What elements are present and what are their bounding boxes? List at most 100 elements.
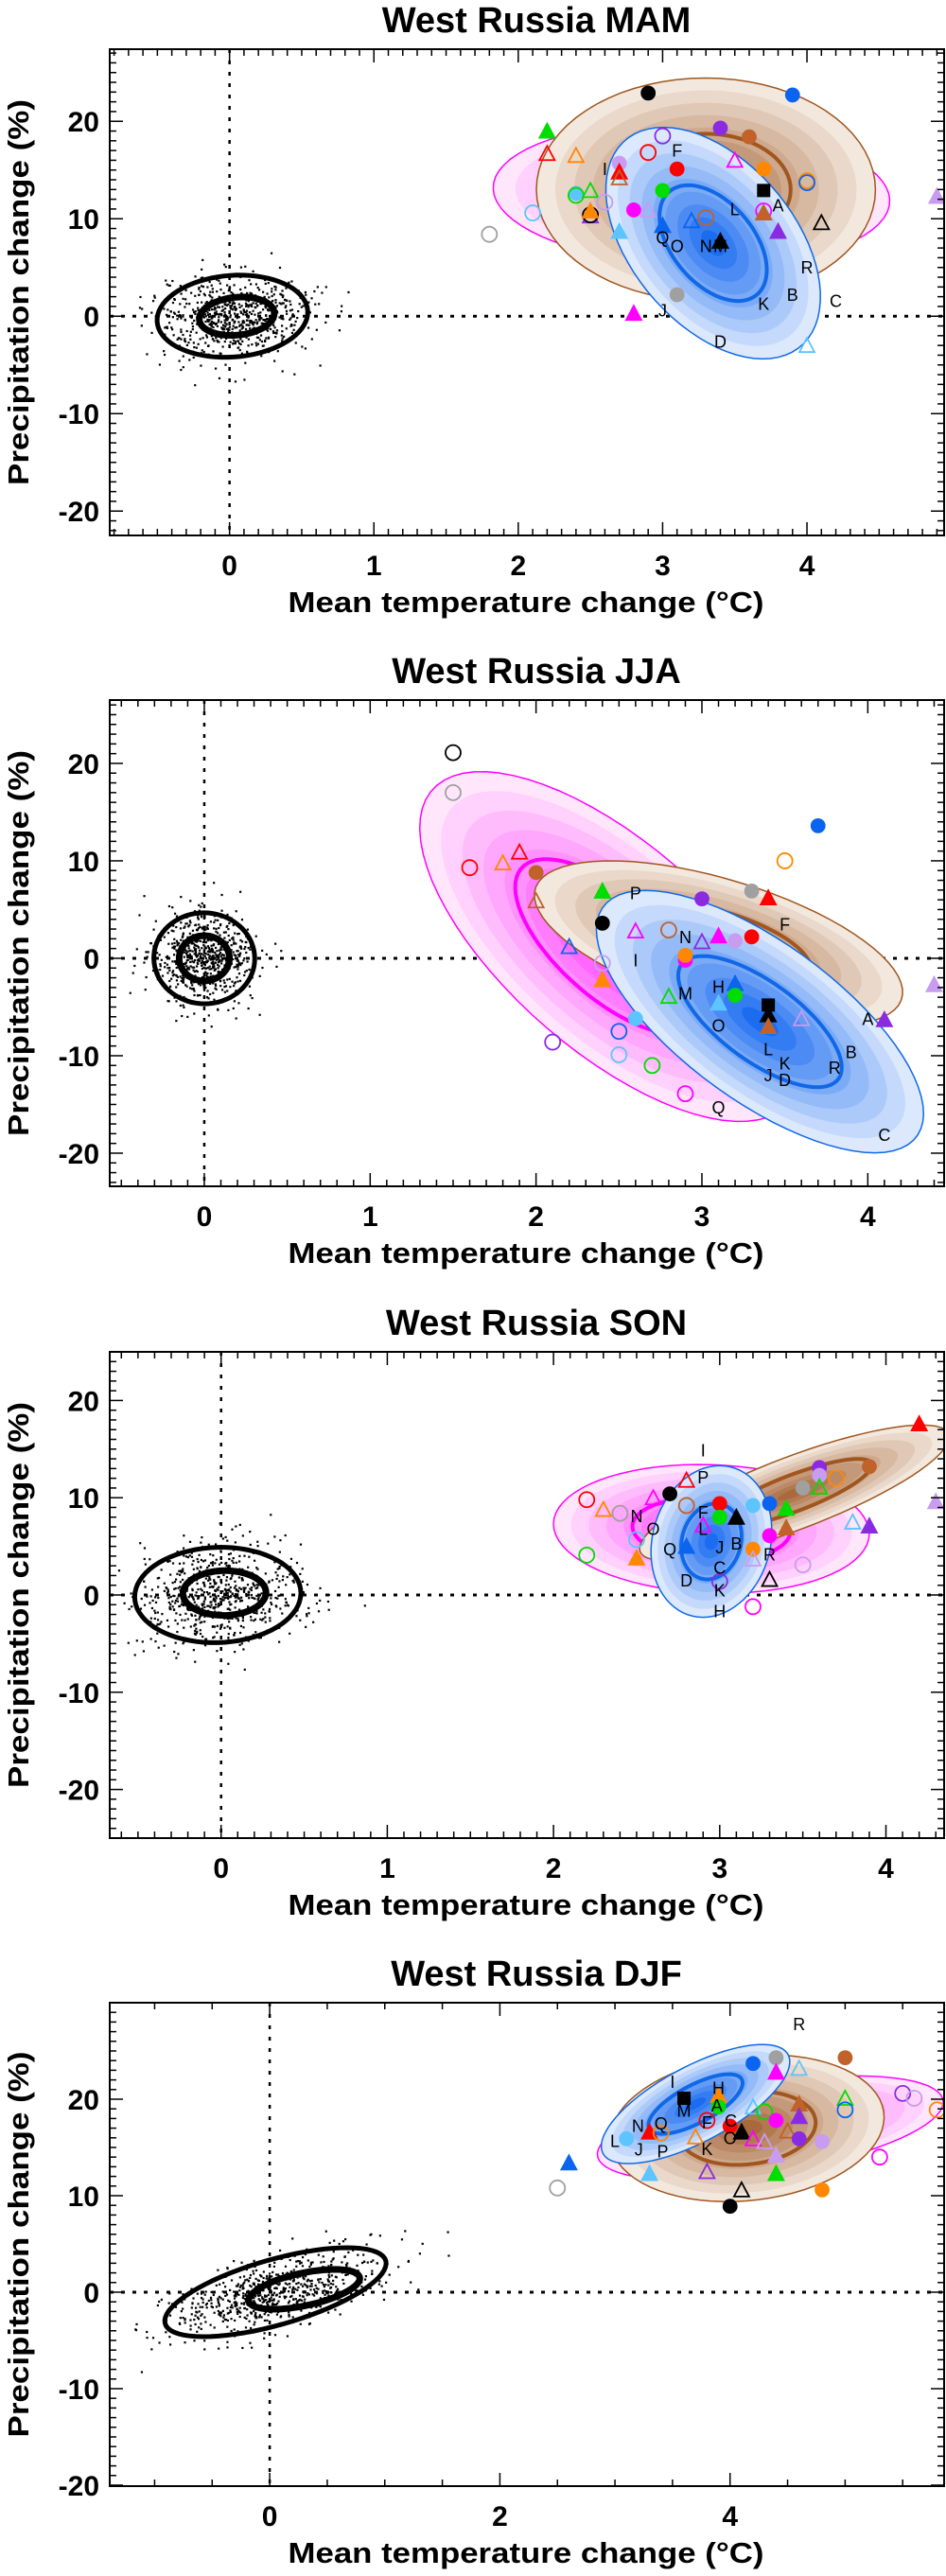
- variability-point: [173, 938, 176, 940]
- variability-point: [238, 979, 242, 982]
- model-letter-label: P: [657, 2142, 669, 2161]
- marker-magenta-co: [870, 2148, 888, 2166]
- y-tick-label: 20: [68, 1386, 99, 1417]
- model-letter-label: N: [700, 237, 712, 256]
- variability-point: [189, 1625, 192, 1628]
- variability-point: [262, 322, 265, 325]
- variability-point: [278, 1551, 281, 1553]
- variability-point: [262, 2276, 265, 2280]
- variability-point: [251, 322, 254, 325]
- variability-point: [204, 953, 207, 955]
- variability-point: [272, 331, 275, 335]
- variability-point: [168, 322, 171, 324]
- variability-point: [243, 971, 247, 973]
- variability-point: [227, 2299, 230, 2302]
- variability-point: [236, 1620, 240, 1622]
- variability-point: [173, 945, 177, 948]
- variability-point: [211, 957, 214, 961]
- variability-point: [253, 1585, 256, 1587]
- y-tick-label: 20: [68, 107, 99, 138]
- variability-point: [191, 308, 195, 311]
- variability-point: [221, 2309, 224, 2312]
- variability-point: [278, 266, 282, 270]
- variability-point: [344, 2263, 348, 2267]
- variability-point: [388, 2273, 391, 2276]
- x-tick-label: 3: [711, 1853, 727, 1884]
- variability-point: [173, 1587, 176, 1590]
- variability-point: [196, 1558, 199, 1561]
- variability-point: [201, 1589, 203, 1592]
- variability-point: [199, 338, 201, 341]
- variability-point: [382, 2298, 386, 2302]
- variability-point: [222, 2316, 225, 2319]
- model-letter-label: Q: [656, 228, 669, 247]
- variability-point: [410, 2281, 412, 2284]
- variability-point: [199, 955, 202, 957]
- marker-green-tf: [537, 121, 556, 139]
- variability-point: [243, 947, 246, 951]
- variability-point: [217, 2301, 220, 2304]
- variability-point: [259, 1637, 262, 1639]
- model-letter-label: L: [610, 2131, 620, 2150]
- variability-point: [203, 1621, 206, 1623]
- variability-point: [243, 2306, 247, 2310]
- variability-point: [210, 961, 213, 965]
- variability-point: [263, 2319, 267, 2322]
- variability-point: [210, 308, 214, 311]
- variability-point: [253, 1597, 255, 1600]
- variability-point: [265, 953, 268, 955]
- variability-point: [196, 944, 199, 948]
- variability-point: [377, 2283, 380, 2286]
- variability-point: [199, 984, 201, 987]
- marker-blue-co: [798, 174, 815, 192]
- variability-point: [321, 291, 324, 294]
- variability-point: [289, 324, 292, 327]
- variability-point: [181, 2301, 184, 2304]
- variability-point: [216, 1587, 219, 1590]
- variability-point: [236, 2292, 238, 2295]
- marker-green-cf: [655, 183, 671, 199]
- variability-point: [223, 1587, 227, 1590]
- marker-red-tf: [910, 1414, 929, 1431]
- variability-point: [187, 1595, 190, 1599]
- variability-point: [271, 2293, 273, 2297]
- variability-point: [202, 961, 205, 964]
- marker-orange-co: [928, 2101, 944, 2119]
- variability-point: [228, 2300, 231, 2303]
- variability-point: [203, 948, 206, 951]
- variability-point: [276, 1574, 279, 1577]
- variability-point: [150, 1606, 154, 1610]
- variability-point: [234, 1606, 236, 1609]
- model-letter-label: I: [670, 2073, 674, 2092]
- variability-point: [238, 2276, 242, 2279]
- variability-point: [211, 1561, 215, 1564]
- variability-point: [326, 1600, 330, 1603]
- variability-point: [211, 1564, 215, 1567]
- variability-point: [188, 920, 191, 922]
- variability-point: [236, 1618, 239, 1621]
- variability-point: [188, 923, 191, 927]
- variability-point: [244, 302, 248, 305]
- variability-point: [281, 302, 284, 305]
- variability-point: [211, 290, 215, 293]
- variability-point: [198, 293, 201, 296]
- variability-point: [197, 308, 200, 312]
- variability-point: [180, 1571, 183, 1574]
- variability-point: [247, 344, 250, 347]
- variability-point: [217, 2297, 219, 2300]
- x-tick-label: 2: [511, 551, 527, 582]
- variability-point: [233, 2297, 236, 2300]
- marker-skyblue-tf: [710, 993, 728, 1011]
- variability-point: [180, 938, 183, 941]
- variability-point: [215, 930, 218, 933]
- y-tick-label: -20: [59, 2471, 99, 2502]
- variability-point: [230, 1577, 233, 1580]
- variability-point: [186, 1618, 189, 1621]
- y-tick-label: -20: [59, 1776, 99, 1807]
- variability-point: [271, 2275, 273, 2278]
- variability-point: [204, 2290, 207, 2293]
- marker-blue-cf: [762, 1496, 778, 1512]
- marker-red-cf: [722, 2118, 738, 2134]
- variability-point: [254, 313, 256, 316]
- marker-purple-cf: [791, 2130, 807, 2147]
